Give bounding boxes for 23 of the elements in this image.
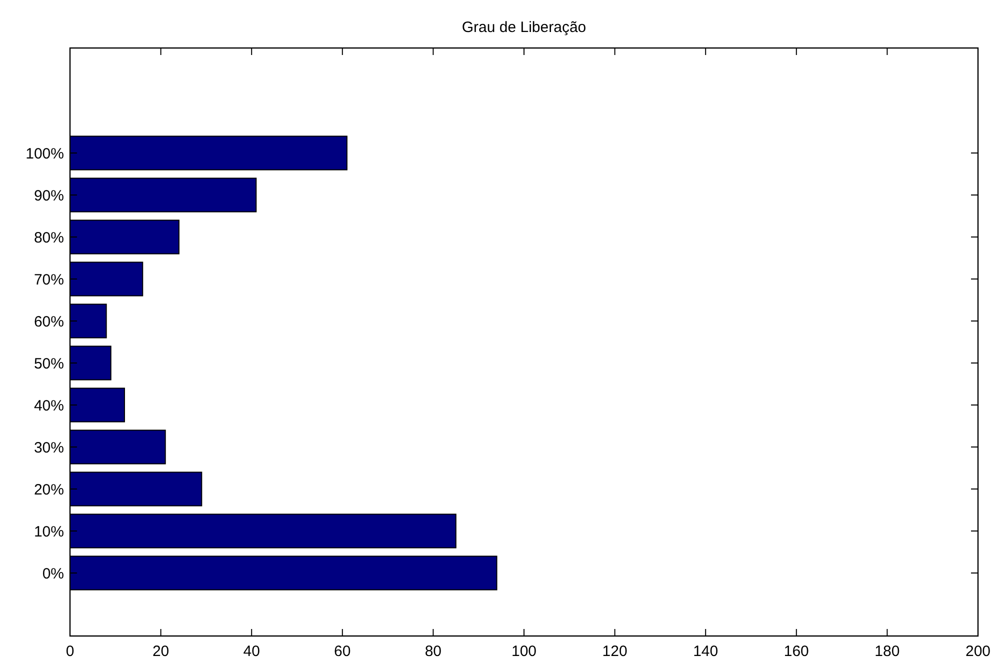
- x-tick-label: 0: [66, 643, 74, 660]
- y-tick-label: 30%: [34, 439, 64, 456]
- y-tick-label: 10%: [34, 523, 64, 540]
- x-tick-label: 20: [152, 643, 170, 660]
- x-tick-label: 40: [243, 643, 260, 660]
- x-tick-label: 200: [965, 643, 991, 660]
- x-tick-label: 100: [511, 643, 537, 660]
- y-tick-label: 80%: [34, 229, 64, 246]
- y-tick-label: 70%: [34, 271, 64, 288]
- y-tick-label: 90%: [34, 187, 64, 204]
- y-tick-label: 100%: [26, 145, 64, 162]
- x-tick-label: 140: [693, 643, 718, 660]
- x-tick-label: 160: [784, 643, 809, 660]
- y-tick-label: 50%: [34, 355, 64, 372]
- y-tick-label: 20%: [34, 481, 64, 498]
- x-tick-label: 60: [334, 643, 351, 660]
- y-tick-label: 40%: [34, 397, 64, 414]
- y-tick-label: 0%: [42, 565, 64, 582]
- x-tick-label: 120: [602, 643, 628, 660]
- x-tick-label: 80: [424, 643, 442, 660]
- x-tick-label: 180: [874, 643, 900, 660]
- chart-title: Grau de Liberação: [462, 19, 586, 36]
- y-tick-label: 60%: [34, 313, 64, 330]
